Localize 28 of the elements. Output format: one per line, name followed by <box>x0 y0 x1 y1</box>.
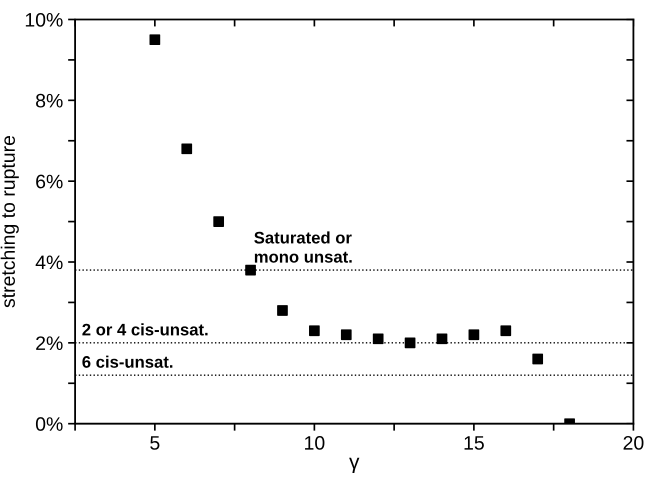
y-tick-label: 8% <box>36 94 63 108</box>
point <box>500 325 512 336</box>
ref-line-label: 6 cis-unsat. <box>82 356 172 368</box>
point <box>277 305 288 316</box>
y-tick-label: 0% <box>36 417 63 431</box>
point <box>468 329 480 340</box>
y-tick-label: 6% <box>36 174 63 188</box>
y-axis-title: stretching to rupture <box>0 136 19 308</box>
ref-line-label: Saturated or mono unsat. <box>254 231 352 263</box>
x-tick-label: 5 <box>150 436 160 450</box>
point <box>245 264 256 276</box>
point <box>532 354 544 364</box>
point <box>340 329 352 340</box>
y-tick-label: 10% <box>26 12 63 27</box>
point <box>372 333 384 344</box>
y-tick-label: 4% <box>36 256 63 270</box>
point <box>213 216 224 227</box>
x-tick-label: 20 <box>624 436 644 450</box>
point <box>181 143 192 154</box>
point <box>150 34 160 46</box>
y-tick-label: 2% <box>36 336 63 350</box>
ref-line-label: 2 or 4 cis-unsat. <box>82 323 208 336</box>
point <box>309 325 320 336</box>
x-tick-label: 10 <box>305 436 324 450</box>
point <box>436 333 448 344</box>
x-axis-title: γ <box>349 458 360 474</box>
point <box>404 337 416 348</box>
x-tick-label: 15 <box>464 436 484 450</box>
